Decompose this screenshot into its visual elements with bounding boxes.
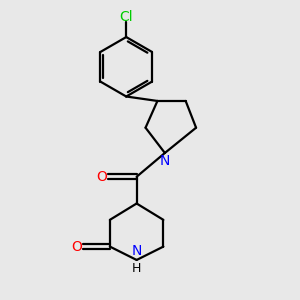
Text: O: O	[96, 170, 107, 184]
Text: Cl: Cl	[119, 10, 133, 24]
Text: N: N	[160, 154, 170, 169]
Text: O: O	[71, 240, 82, 254]
Text: N: N	[131, 244, 142, 259]
Text: H: H	[132, 262, 141, 275]
